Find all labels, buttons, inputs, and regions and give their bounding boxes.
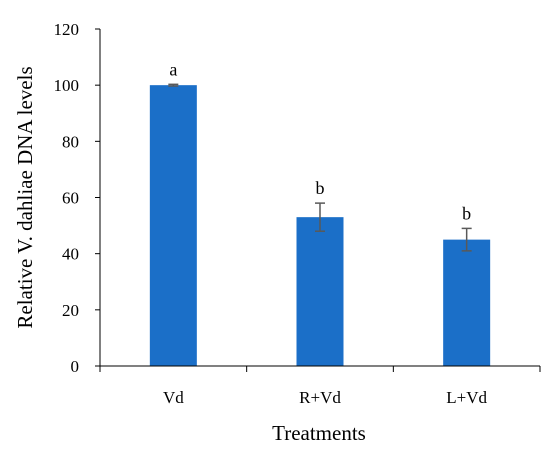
y-tick-label: 120 <box>54 20 80 39</box>
y-tick-label: 100 <box>54 76 80 95</box>
y-tick-label: 0 <box>71 357 80 376</box>
x-tick-label: Vd <box>163 388 184 407</box>
x-tick-label: R+Vd <box>299 388 341 407</box>
y-axis-title: Relative V. dahliae DNA levels <box>13 66 37 328</box>
error-bar <box>461 227 472 252</box>
x-ticks-layer: Vd R+Vd L+Vd <box>99 366 541 407</box>
error-bar <box>168 83 179 87</box>
x-axis-title: Treatments <box>272 421 366 445</box>
significance-label: a <box>169 59 177 79</box>
y-tick-label: 40 <box>62 245 79 264</box>
significance-label: b <box>462 203 471 223</box>
x-tick-label: L+Vd <box>446 388 487 407</box>
y-ticks-layer: 0 20 40 60 80 100 120 <box>54 20 100 376</box>
bar-r-vd <box>296 217 344 366</box>
significance-label: b <box>316 178 325 198</box>
bar-l-vd <box>443 239 491 366</box>
y-tick-label: 60 <box>62 189 79 208</box>
bars-layer <box>149 85 491 367</box>
error-bars-layer <box>168 83 472 252</box>
bar-vd <box>149 85 197 367</box>
error-bar <box>315 202 325 232</box>
y-tick-label: 80 <box>62 132 79 151</box>
y-tick-label: 20 <box>62 301 79 320</box>
significance-labels-layer: a b b <box>169 59 471 223</box>
